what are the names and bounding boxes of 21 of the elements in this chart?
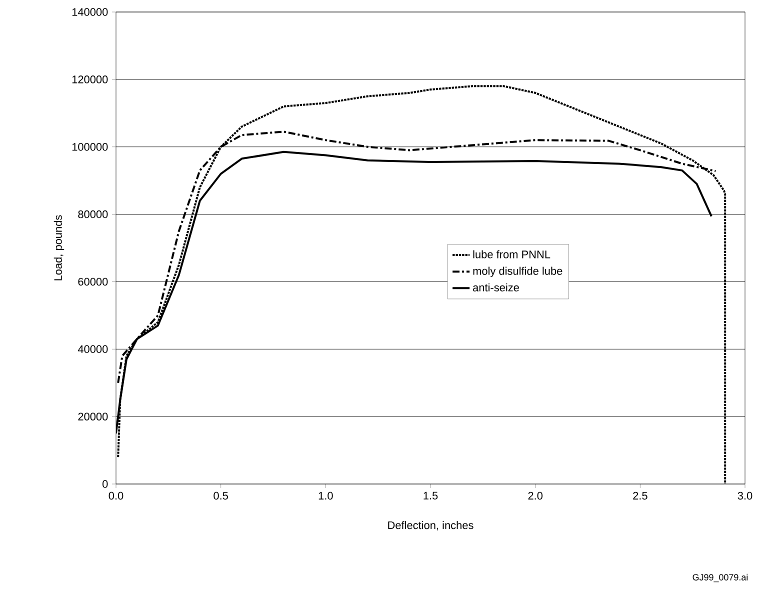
x-tick-label: 3.0 bbox=[738, 492, 752, 500]
x-axis-title: Deflection, inches bbox=[388, 521, 474, 530]
y-tick-label: 120000 bbox=[72, 76, 108, 84]
x-tick-label: 0.5 bbox=[214, 492, 228, 500]
legend-label: anti-seize bbox=[473, 283, 519, 292]
x-tick-label: 1.5 bbox=[424, 492, 438, 500]
y-tick-label: 60000 bbox=[78, 278, 108, 286]
x-tick-label: 2.5 bbox=[633, 492, 648, 500]
text: GJ99_0079.ai bbox=[692, 574, 748, 582]
x-tick-label: 0.0 bbox=[108, 492, 124, 500]
x-tick-label: 1.0 bbox=[318, 492, 333, 500]
y-tick-label: 100000 bbox=[72, 142, 108, 151]
y-tick-label: 0 bbox=[102, 480, 108, 488]
y-tick-label: 140000 bbox=[72, 8, 108, 16]
x-tick-label: 2.0 bbox=[528, 492, 543, 500]
legend-label: lube from PNNL bbox=[473, 250, 550, 258]
y-axis-title: Load, pounds bbox=[54, 215, 64, 280]
y-tick-label: 40000 bbox=[78, 345, 108, 354]
legend-label: moly disulfide lube bbox=[473, 266, 562, 278]
y-tick-label: 20000 bbox=[78, 412, 108, 420]
y-tick-label: 80000 bbox=[78, 210, 108, 218]
